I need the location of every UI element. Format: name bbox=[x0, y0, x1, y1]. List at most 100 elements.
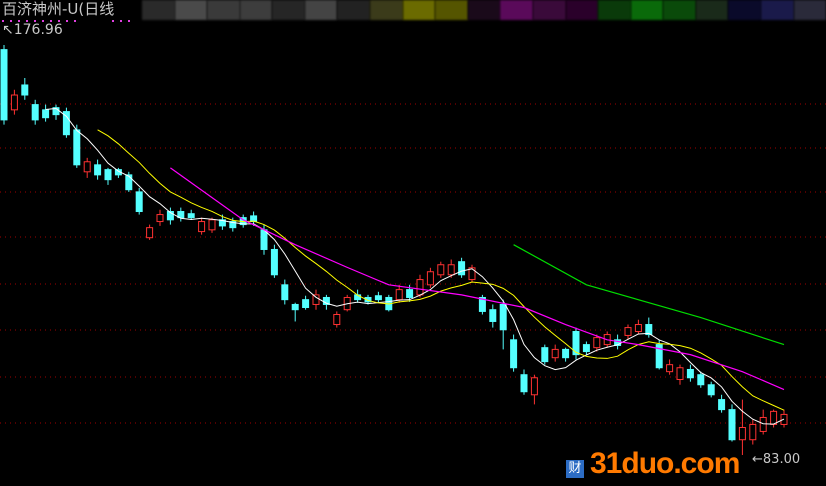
candle-body bbox=[499, 303, 507, 331]
candle-body bbox=[260, 229, 268, 250]
chart-title: 百济神州-U(日线 bbox=[2, 0, 115, 18]
candle-body bbox=[125, 174, 133, 191]
candle-body bbox=[437, 264, 445, 276]
legend-block bbox=[760, 0, 794, 20]
candle-body bbox=[62, 111, 70, 136]
max-price-value: 176.96 bbox=[13, 22, 63, 38]
ma20-line bbox=[170, 167, 785, 391]
indicator-legend-bar bbox=[142, 0, 826, 20]
candle-body bbox=[614, 339, 622, 346]
legend-block bbox=[142, 0, 175, 20]
candle-body bbox=[458, 261, 466, 276]
candle-body bbox=[73, 129, 81, 166]
legend-block bbox=[174, 0, 208, 20]
legend-block bbox=[272, 0, 305, 20]
candle-body bbox=[572, 331, 580, 356]
candle-body bbox=[541, 347, 549, 363]
candle-body bbox=[728, 409, 736, 441]
candle-body bbox=[395, 289, 403, 301]
legend-block bbox=[565, 0, 599, 20]
candle-body bbox=[187, 213, 195, 219]
candle-body bbox=[686, 368, 694, 379]
min-price-value: 83.00 bbox=[762, 452, 801, 467]
candle-body bbox=[562, 348, 570, 359]
candle-body bbox=[135, 191, 143, 213]
candle-body bbox=[697, 374, 705, 386]
candle-body bbox=[104, 169, 112, 181]
candle-body bbox=[510, 339, 518, 369]
candle-body bbox=[229, 221, 237, 229]
max-price-label: ↖176.96 bbox=[2, 22, 63, 38]
legend-block bbox=[435, 0, 468, 20]
candle-body bbox=[291, 303, 299, 311]
legend-block bbox=[532, 0, 566, 20]
candle-body bbox=[489, 309, 497, 322]
candle-body bbox=[198, 221, 206, 233]
watermark-logo: 31duo.com bbox=[590, 447, 740, 480]
candle-body bbox=[333, 313, 341, 326]
candle-body bbox=[42, 109, 50, 119]
candle-body bbox=[10, 94, 18, 111]
candle-body bbox=[374, 295, 382, 301]
candle-body bbox=[530, 377, 538, 396]
legend-block bbox=[630, 0, 664, 20]
candle-body bbox=[770, 410, 778, 425]
candle-body bbox=[718, 399, 726, 411]
candle-body bbox=[416, 279, 424, 296]
legend-block bbox=[695, 0, 729, 20]
legend-block bbox=[500, 0, 533, 20]
candle-body bbox=[707, 384, 715, 396]
finance-icon: 财 bbox=[566, 460, 584, 478]
candle-body bbox=[759, 416, 767, 432]
candle-body bbox=[676, 367, 684, 381]
candle-body bbox=[146, 227, 154, 239]
candle-body bbox=[582, 344, 590, 353]
candle-body bbox=[645, 324, 653, 336]
candle-body bbox=[94, 164, 102, 176]
candle-body bbox=[302, 299, 310, 309]
candle-body bbox=[21, 84, 29, 96]
candle-body bbox=[551, 348, 559, 359]
legend-block bbox=[728, 0, 761, 20]
candle-body bbox=[364, 296, 372, 303]
candle-body bbox=[666, 364, 674, 373]
candle-body bbox=[406, 289, 414, 298]
candle-body bbox=[83, 161, 91, 173]
legend-block bbox=[304, 0, 338, 20]
candle-body bbox=[468, 267, 476, 281]
legend-block bbox=[598, 0, 631, 20]
legend-block bbox=[467, 0, 501, 20]
candle-body bbox=[208, 219, 216, 231]
legend-block bbox=[663, 0, 696, 20]
legend-block bbox=[337, 0, 371, 20]
candle-body bbox=[218, 219, 226, 227]
candle-body bbox=[426, 271, 434, 286]
legend-block bbox=[370, 0, 403, 20]
candle-body bbox=[447, 264, 455, 276]
candle-body bbox=[749, 423, 757, 441]
candle-body bbox=[177, 211, 185, 219]
legend-block bbox=[239, 0, 273, 20]
legend-block bbox=[207, 0, 240, 20]
candle-body bbox=[624, 327, 632, 336]
ma10-line bbox=[97, 129, 785, 411]
candle-body bbox=[281, 284, 289, 301]
candle-body bbox=[312, 294, 320, 305]
min-price-label: ←83.00 bbox=[752, 452, 801, 467]
candle-body bbox=[478, 296, 486, 312]
ma60-line bbox=[513, 244, 785, 346]
candle-body bbox=[738, 427, 746, 441]
candle-body bbox=[270, 248, 278, 276]
legend-block bbox=[793, 0, 826, 20]
candle-body bbox=[0, 49, 8, 121]
candle-body bbox=[593, 337, 601, 349]
candle-body bbox=[166, 211, 174, 221]
candle-body bbox=[520, 374, 528, 393]
candle-body bbox=[156, 214, 164, 223]
ma5-line bbox=[45, 107, 785, 425]
candle-body bbox=[634, 324, 642, 333]
legend-block bbox=[402, 0, 436, 20]
candle-body bbox=[655, 344, 663, 369]
